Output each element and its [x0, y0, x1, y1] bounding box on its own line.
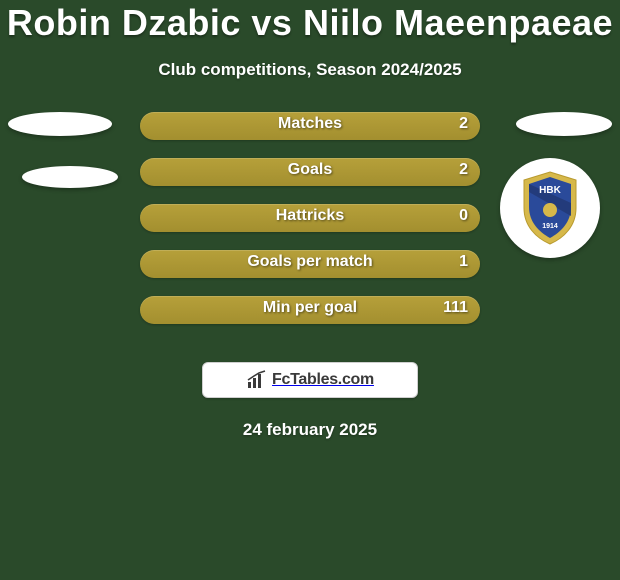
stat-row-goals-per-match: Goals per match 1: [140, 250, 480, 278]
page-title: Robin Dzabic vs Niilo Maeenpaeae: [0, 2, 620, 44]
stat-row-min-per-goal: Min per goal 111: [140, 296, 480, 324]
player-right-ellipse: [516, 112, 612, 136]
stat-row-hattricks: Hattricks 0: [140, 204, 480, 232]
stat-value: 111: [443, 299, 468, 317]
stat-label: Goals per match: [140, 253, 480, 271]
fctables-label: FcTables.com: [272, 371, 374, 389]
bar-chart-icon: [246, 370, 268, 390]
stats-area: HBK 1914 Matches 2 Goals 2 Hattricks 0 G…: [0, 112, 620, 342]
date-text: 24 february 2025: [0, 420, 620, 440]
player-left-ellipse-1: [8, 112, 112, 136]
player-left-ellipse-2: [22, 166, 118, 188]
stat-value: 2: [459, 161, 468, 179]
stat-value: 0: [459, 207, 468, 225]
club-badge: HBK 1914: [500, 158, 600, 258]
subtitle: Club competitions, Season 2024/2025: [0, 60, 620, 80]
stat-row-matches: Matches 2: [140, 112, 480, 140]
stat-label: Hattricks: [140, 207, 480, 225]
shield-icon: HBK 1914: [518, 170, 582, 246]
stat-row-goals: Goals 2: [140, 158, 480, 186]
stat-value: 2: [459, 115, 468, 133]
svg-text:1914: 1914: [542, 223, 558, 230]
stat-label: Goals: [140, 161, 480, 179]
stat-label: Matches: [140, 115, 480, 133]
stat-value: 1: [459, 253, 468, 271]
svg-text:HBK: HBK: [539, 185, 561, 196]
fctables-link[interactable]: FcTables.com: [202, 362, 418, 398]
stat-label: Min per goal: [140, 299, 480, 317]
